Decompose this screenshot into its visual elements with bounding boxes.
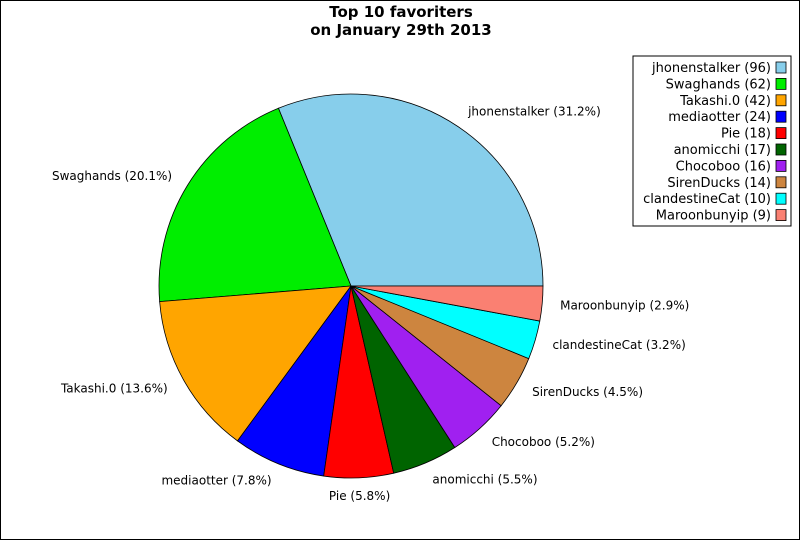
slice-label-swaghands: Swaghands (20.1%) — [52, 169, 172, 183]
pie-slice-jhonenstalker — [277, 93, 544, 287]
slice-label-mediaotter: mediaotter (7.8%) — [161, 473, 271, 487]
slice-label-anomicchi: anomicchi (5.5%) — [432, 473, 537, 487]
pie-slices — [158, 93, 544, 479]
legend-label-jhonenstalker: jhonenstalker (96) — [651, 61, 771, 76]
pie-slice-maroonbunyip — [350, 285, 544, 322]
slice-label-sirenducks: SirenDucks (4.5%) — [532, 385, 643, 399]
legend-swatch-anomicchi — [775, 143, 787, 156]
slice-label-chocoboo: Chocoboo (5.2%) — [492, 435, 595, 449]
legend-label-clandestinecat: clandestineCat (10) — [643, 192, 771, 207]
legend-label-maroonbunyip: Maroonbunyip (9) — [656, 209, 771, 224]
pie-slice-swaghands — [158, 107, 352, 303]
slice-label-pie: Pie (5.8%) — [329, 489, 390, 503]
legend-swatch-jhonenstalker — [775, 61, 787, 74]
legend-swatch-chocoboo — [775, 159, 787, 172]
legend-swatch-maroonbunyip — [775, 209, 787, 222]
legend-swatch-clandestinecat — [775, 192, 787, 205]
legend-swatch-swaghands — [775, 78, 787, 90]
legend-swatch-takashi-0 — [775, 94, 787, 107]
legend-box — [632, 55, 792, 227]
chart-title-block: Top 10 favoriters on January 29th 2013 — [1, 3, 799, 39]
chart-title: Top 10 favoriters — [329, 3, 473, 21]
legend-label-takashi-0: Takashi.0 (42) — [679, 94, 771, 109]
slice-label-jhonenstalker: jhonenstalker (31.2%) — [467, 105, 601, 119]
slice-label-maroonbunyip: Maroonbunyip (2.9%) — [560, 298, 689, 312]
slice-label-takashi-0: Takashi.0 (13.6%) — [60, 382, 168, 396]
pie-slice-mediaotter — [236, 285, 352, 477]
legend-label-chocoboo: Chocoboo (16) — [676, 159, 771, 174]
legend-label-pie: Pie (18) — [721, 127, 771, 142]
legend-label-anomicchi: anomicchi (17) — [674, 143, 771, 158]
legend-label-sirenducks: SirenDucks (14) — [667, 176, 771, 191]
slice-label-clandestinecat: clandestineCat (3.2%) — [553, 338, 686, 352]
legend-swatch-sirenducks — [775, 176, 787, 189]
legend-label-mediaotter: mediaotter (24) — [668, 110, 771, 125]
legend-swatch-pie — [775, 127, 787, 139]
legend-label-swaghands: Swaghands (62) — [666, 77, 771, 92]
chart-subtitle: on January 29th 2013 — [310, 21, 492, 39]
pie-labels: jhonenstalker (31.2%) Swaghands (20.1%) Ta… — [52, 105, 689, 503]
pie-slice-takashi-0 — [159, 285, 352, 442]
legend: jhonenstalker (96)Swaghands (62) Takashi.… — [632, 55, 792, 227]
legend-swatch-mediaotter — [775, 110, 787, 123]
